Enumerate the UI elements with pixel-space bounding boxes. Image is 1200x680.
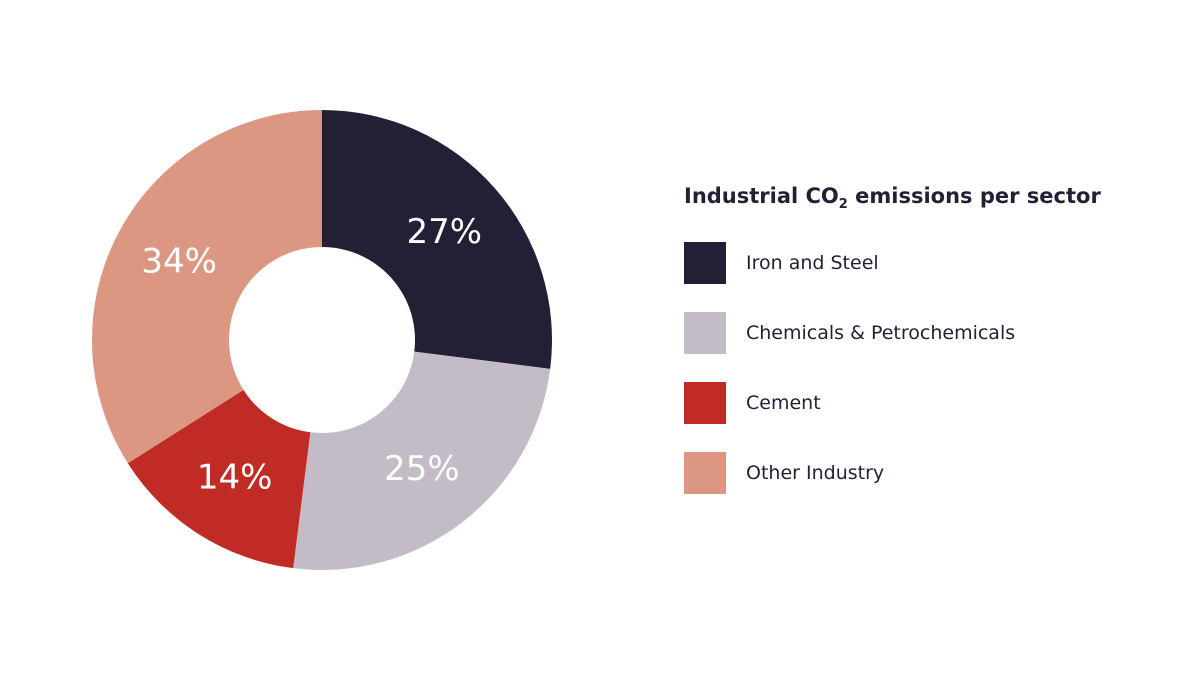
legend-label-other-industry: Other Industry (746, 462, 885, 484)
legend-item-chemicals: Chemicals & Petrochemicals (684, 312, 1164, 354)
legend-item-cement: Cement (684, 382, 1164, 424)
legend-swatch-other-industry (684, 452, 726, 494)
legend-label-cement: Cement (746, 392, 821, 414)
slice-label-other-industry: 34% (141, 241, 217, 281)
legend-title-subscript: 2 (838, 197, 848, 213)
legend-item-other-industry: Other Industry (684, 452, 1164, 494)
legend-swatch-iron-and-steel (684, 242, 726, 284)
legend-item-iron-and-steel: Iron and Steel (684, 242, 1164, 284)
legend-title: Industrial CO2 emissions per sector (684, 180, 1164, 212)
legend-title-text: Industrial CO (684, 184, 839, 208)
slice-cement (127, 389, 311, 569)
legend: Industrial CO2 emissions per sector Iron… (684, 180, 1164, 522)
legend-label-chemicals: Chemicals & Petrochemicals (746, 322, 1016, 344)
slice-label-cement: 14% (197, 458, 273, 498)
legend-swatch-chemicals (684, 312, 726, 354)
slice-label-iron-and-steel: 27% (406, 212, 482, 252)
slice-other-industry (91, 110, 322, 464)
legend-swatch-cement (684, 382, 726, 424)
legend-label-iron-and-steel: Iron and Steel (746, 252, 879, 274)
slice-label-chemicals: 25% (384, 449, 460, 489)
slice-iron-and-steel (322, 110, 552, 369)
slice-chemicals (293, 351, 551, 570)
legend-title-suffix: emissions per sector (847, 184, 1101, 208)
